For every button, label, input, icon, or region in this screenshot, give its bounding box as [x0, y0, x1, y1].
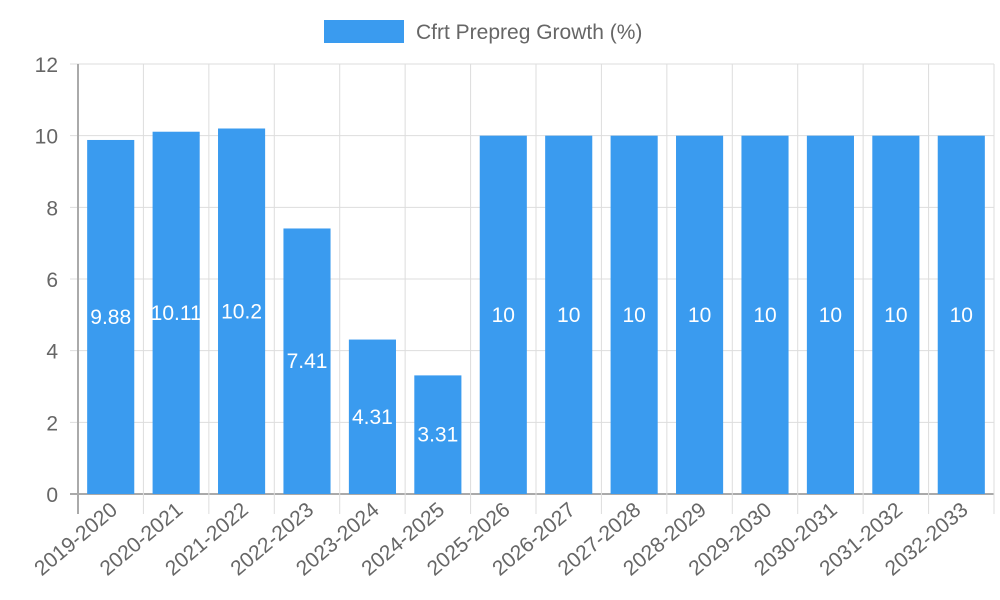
- bar[interactable]: [741, 135, 789, 494]
- bar[interactable]: [676, 135, 724, 494]
- y-tick-label: 8: [46, 197, 58, 220]
- bar[interactable]: [87, 139, 135, 494]
- bar-value-label: 4.31: [352, 406, 393, 429]
- legend-swatch: [324, 20, 404, 43]
- bar-value-label: 10: [819, 304, 842, 327]
- y-tick-label: 6: [46, 269, 58, 292]
- bar-value-label: 10.11: [151, 302, 202, 325]
- x-axis: 2019-20202020-20212021-20222022-20232023…: [30, 498, 972, 580]
- bar[interactable]: [872, 135, 920, 494]
- bar[interactable]: [414, 375, 462, 494]
- bars: 9.88 10.11 10.2 7.41 4.31 3.31 10 10 10 10 10 10 10 1…: [87, 128, 985, 495]
- legend[interactable]: Cfrt Prepreg Growth (%): [324, 20, 642, 44]
- y-axis: 0 2 4 6 8 10 12: [35, 54, 59, 507]
- y-tick-label: 0: [46, 484, 58, 507]
- bar[interactable]: [348, 339, 396, 494]
- bar[interactable]: [218, 128, 266, 495]
- y-tick-label: 12: [35, 54, 58, 77]
- bar-value-label: 10: [557, 304, 580, 327]
- y-tick-label: 4: [46, 341, 58, 364]
- gridlines: [70, 63, 995, 514]
- bar-value-label: 7.41: [287, 350, 328, 373]
- bar[interactable]: [283, 228, 331, 494]
- bar-value-label: 10: [622, 304, 645, 327]
- bar-value-label: 10.2: [221, 300, 262, 323]
- bar-value-label: 3.31: [417, 424, 458, 447]
- bar[interactable]: [610, 135, 658, 494]
- bar[interactable]: [479, 135, 527, 494]
- bar-value-label: 10: [884, 304, 907, 327]
- bar[interactable]: [545, 135, 593, 494]
- legend-label: Cfrt Prepreg Growth (%): [416, 21, 642, 44]
- bar[interactable]: [806, 135, 854, 494]
- y-tick-label: 2: [46, 412, 58, 435]
- bar-value-label: 9.88: [90, 306, 131, 329]
- bar-value-label: 10: [492, 304, 515, 327]
- bar-value-label: 10: [950, 304, 973, 327]
- y-tick-label: 10: [35, 126, 58, 149]
- bar-value-label: 10: [753, 304, 776, 327]
- bar-value-label: 10: [688, 304, 711, 327]
- bar[interactable]: [937, 135, 985, 494]
- bar[interactable]: [152, 131, 200, 494]
